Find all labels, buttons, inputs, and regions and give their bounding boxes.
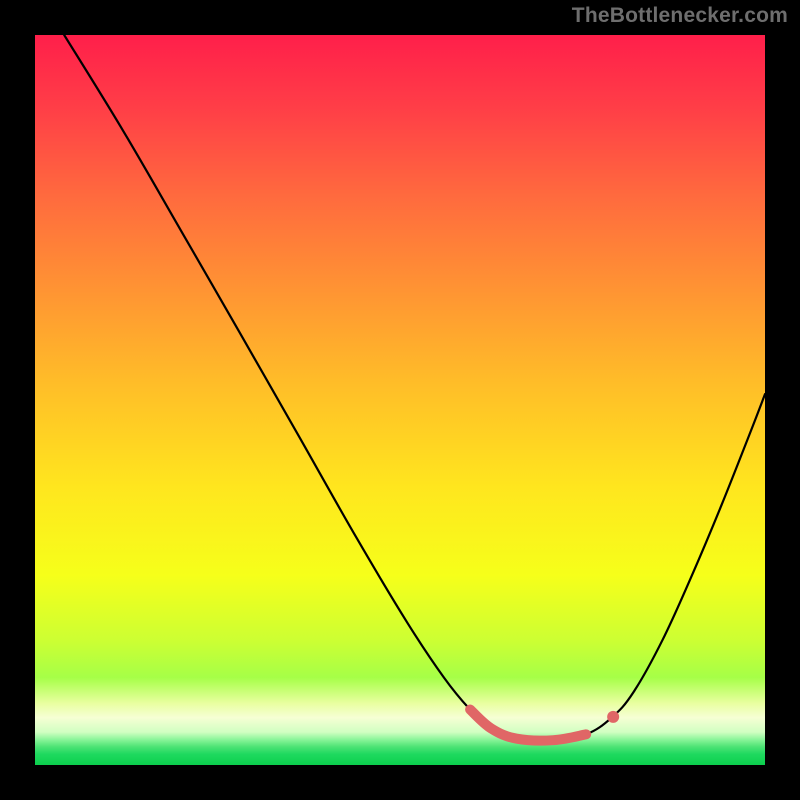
bottleneck-chart — [35, 35, 765, 765]
chart-svg — [35, 35, 765, 765]
watermark-text: TheBottlenecker.com — [572, 4, 788, 28]
optimal-end-dot — [607, 711, 619, 723]
